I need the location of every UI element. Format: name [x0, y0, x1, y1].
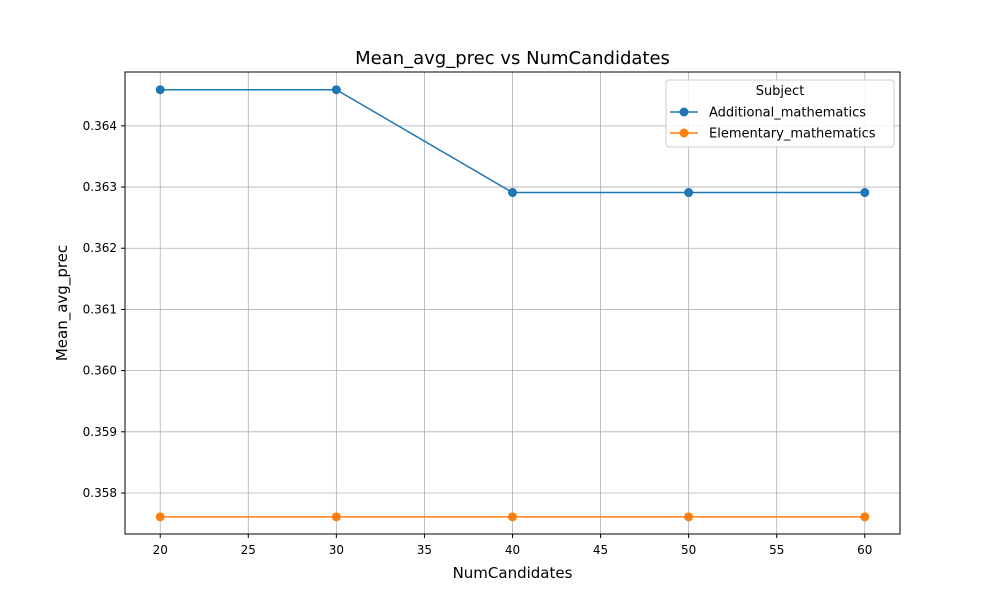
data-point-additional-mathematics [155, 85, 165, 95]
data-point-additional-mathematics [331, 85, 341, 95]
axis-ticks: 20 25 30 35 40 45 50 55 60 0.358 0.359 0.360 0.361 0.… [83, 119, 873, 557]
data-point-additional-mathematics [684, 188, 694, 198]
y-tick-label: 0.358 [83, 486, 117, 500]
x-tick-label: 35 [417, 543, 432, 557]
data-point-elementary-mathematics [331, 512, 341, 522]
legend-box [665, 79, 895, 148]
y-tick-label: 0.360 [83, 364, 117, 378]
y-tick-label: 0.363 [83, 180, 117, 194]
legend-label: Elementary_mathematics [709, 127, 876, 142]
x-tick-label: 40 [505, 543, 520, 557]
plot-frame [124, 71, 901, 535]
y-tick-label: 0.359 [83, 425, 117, 439]
data-point-elementary-mathematics [155, 512, 165, 522]
data-point-additional-mathematics [508, 188, 517, 198]
y-axis-label: Mean_avg_prec [53, 245, 72, 361]
y-tick-label: 0.362 [83, 241, 117, 255]
y-tick-label: 0.364 [83, 119, 117, 133]
series-layer [155, 85, 870, 522]
legend-title: Subject [756, 84, 805, 99]
data-point-elementary-mathematics [508, 512, 517, 522]
legend-label: Additional_mathematics [709, 106, 866, 121]
grid-lines [125, 72, 900, 534]
x-tick-label: 60 [857, 543, 872, 557]
legend-marker [679, 128, 689, 138]
x-tick-label: 50 [681, 543, 696, 557]
x-axis-label: NumCandidates [453, 564, 573, 582]
legend-marker [679, 107, 689, 117]
x-tick-label: 55 [769, 543, 784, 557]
x-tick-label: 20 [153, 543, 168, 557]
chart-title: Mean_avg_prec vs NumCandidates [355, 48, 670, 69]
data-point-additional-mathematics [860, 188, 870, 198]
x-tick-label: 45 [593, 543, 608, 557]
legend: Subject Additional_mathematics Elementary… [665, 79, 895, 148]
x-tick-label: 30 [329, 543, 344, 557]
y-tick-label: 0.361 [83, 302, 117, 316]
data-point-elementary-mathematics [684, 512, 694, 522]
data-point-elementary-mathematics [860, 512, 870, 522]
x-tick-label: 25 [241, 543, 256, 557]
